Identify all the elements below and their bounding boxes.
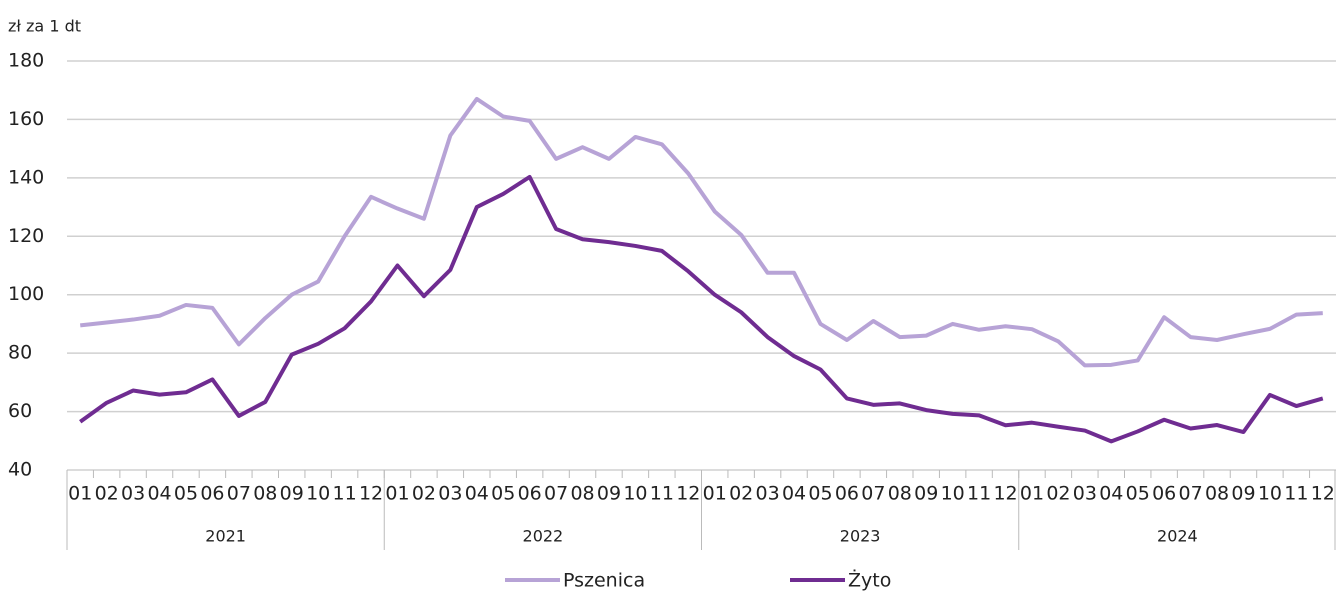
x-tick-label: 06: [200, 483, 224, 505]
x-tick-label: 09: [280, 483, 304, 505]
x-tick-label: 08: [570, 483, 594, 505]
x-tick-label: 03: [121, 483, 145, 505]
x-group-label: 2022: [523, 527, 564, 546]
x-tick-label: 05: [1126, 483, 1150, 505]
y-tick-label: 80: [8, 342, 32, 364]
x-tick-label: 12: [993, 483, 1017, 505]
x-tick-label: 05: [174, 483, 198, 505]
x-tick-label: 10: [623, 483, 647, 505]
x-tick-label: 03: [438, 483, 462, 505]
y-tick-label: 120: [8, 225, 44, 247]
x-tick-label: 07: [861, 483, 885, 505]
x-tick-label: 06: [518, 483, 542, 505]
series-line: [79, 174, 1324, 444]
x-tick-label: 02: [1046, 483, 1070, 505]
y-tick-label: 160: [8, 108, 44, 130]
y-tick-label: 100: [8, 283, 44, 305]
legend-label: Pszenica: [563, 570, 645, 592]
y-tick-label: 40: [8, 459, 32, 481]
x-group-label: 2023: [840, 527, 881, 546]
x-tick-label: 11: [333, 483, 357, 505]
x-tick-label: 06: [1152, 483, 1176, 505]
x-tick-label: 10: [941, 483, 965, 505]
x-tick-label: 04: [147, 483, 171, 505]
x-tick-label: 07: [1179, 483, 1203, 505]
x-tick-label: 12: [1311, 483, 1335, 505]
x-tick-label: 03: [1073, 483, 1097, 505]
x-tick-label: 12: [676, 483, 700, 505]
x-group-label: 2024: [1157, 527, 1198, 546]
x-tick-label: 08: [888, 483, 912, 505]
x-tick-label: 09: [1231, 483, 1255, 505]
x-tick-label: 02: [95, 483, 119, 505]
y-tick-label: 140: [8, 166, 44, 188]
x-tick-label: 04: [782, 483, 806, 505]
x-tick-label: 03: [756, 483, 780, 505]
x-tick-label: 06: [835, 483, 859, 505]
x-tick-label: 08: [1205, 483, 1229, 505]
legend-label: Żyto: [848, 569, 891, 592]
x-tick-label: 01: [68, 483, 92, 505]
x-tick-label: 01: [703, 483, 727, 505]
x-group-label: 2021: [205, 527, 246, 546]
x-tick-label: 02: [412, 483, 436, 505]
x-tick-label: 10: [306, 483, 330, 505]
x-tick-label: 08: [253, 483, 277, 505]
x-tick-label: 12: [359, 483, 383, 505]
x-tick-label: 10: [1258, 483, 1282, 505]
x-tick-label: 11: [1284, 483, 1308, 505]
x-tick-label: 07: [227, 483, 251, 505]
x-tick-label: 11: [967, 483, 991, 505]
x-tick-label: 02: [729, 483, 753, 505]
x-tick-label: 07: [544, 483, 568, 505]
x-tick-label: 04: [1099, 483, 1123, 505]
x-tick-label: 09: [597, 483, 621, 505]
x-tick-label: 04: [465, 483, 489, 505]
series-line: [79, 96, 1323, 368]
x-tick-label: 09: [914, 483, 938, 505]
x-tick-label: 11: [650, 483, 674, 505]
x-tick-label: 01: [385, 483, 409, 505]
y-tick-label: 60: [8, 400, 32, 422]
x-tick-label: 01: [1020, 483, 1044, 505]
x-tick-label: 05: [808, 483, 832, 505]
x-tick-label: 05: [491, 483, 515, 505]
y-axis-label: zł za 1 dt: [8, 17, 81, 36]
y-tick-label: 180: [8, 50, 44, 72]
